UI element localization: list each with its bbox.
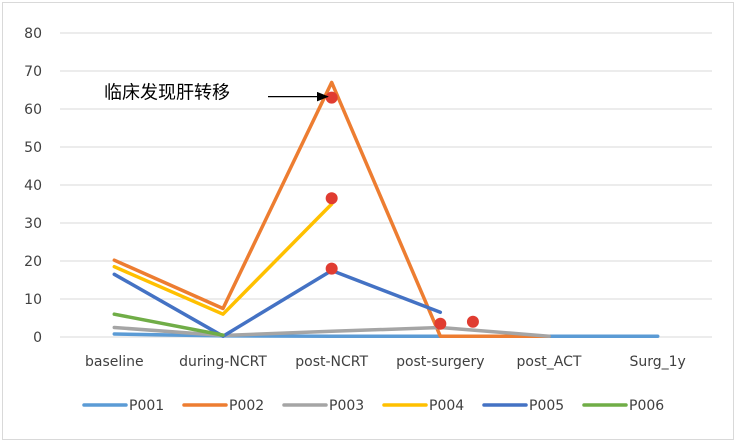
highlight-marker bbox=[325, 91, 338, 104]
series-line-p003 bbox=[112, 325, 551, 338]
x-tick-label: Surg_1y bbox=[629, 354, 685, 370]
chart-frame bbox=[2, 2, 734, 440]
y-tick-label: 60 bbox=[24, 102, 42, 118]
y-tick-label: 20 bbox=[24, 254, 42, 270]
annotation-text: 临床发现肝转移 bbox=[104, 83, 230, 104]
legend: P001 P002 P003 P004 P005 P006 bbox=[82, 398, 664, 414]
y-tick-label: 40 bbox=[24, 178, 42, 194]
highlight-marker bbox=[325, 262, 338, 275]
y-tick-labels: 0 10 20 30 40 50 60 70 80 bbox=[24, 26, 42, 346]
highlight-marker bbox=[434, 317, 447, 330]
y-tick-label: 70 bbox=[24, 64, 42, 80]
legend-label-p006: P006 bbox=[629, 398, 664, 414]
highlight-marker bbox=[466, 315, 479, 328]
highlight-markers bbox=[325, 91, 479, 330]
annotation: 临床发现肝转移 bbox=[104, 83, 329, 104]
series-line-p005 bbox=[112, 268, 443, 338]
legend-label-p001: P001 bbox=[129, 398, 164, 414]
x-tick-label: baseline bbox=[85, 354, 144, 370]
series-line-p006 bbox=[112, 312, 225, 337]
legend-label-p005: P005 bbox=[529, 398, 564, 414]
legend-label-p003: P003 bbox=[329, 398, 364, 414]
y-tick-label: 0 bbox=[33, 330, 42, 346]
y-tick-label: 80 bbox=[24, 26, 42, 42]
y-tick-label: 30 bbox=[24, 216, 42, 232]
series-lines bbox=[112, 80, 660, 338]
y-tick-label: 50 bbox=[24, 140, 42, 156]
series-line-p004 bbox=[112, 202, 334, 316]
x-tick-label: during-NCRT bbox=[179, 354, 267, 370]
highlight-marker bbox=[325, 192, 338, 205]
x-tick-label: post_ACT bbox=[517, 354, 582, 370]
x-tick-label: post-NCRT bbox=[295, 354, 368, 370]
legend-label-p004: P004 bbox=[429, 398, 464, 414]
x-tick-label: post-surgery bbox=[396, 354, 485, 370]
legend-label-p002: P002 bbox=[229, 398, 264, 414]
x-tick-labels: baseline during-NCRT post-NCRT post-surgery… bbox=[85, 354, 686, 370]
y-tick-label: 10 bbox=[24, 292, 42, 308]
series-line-p002 bbox=[112, 80, 551, 338]
